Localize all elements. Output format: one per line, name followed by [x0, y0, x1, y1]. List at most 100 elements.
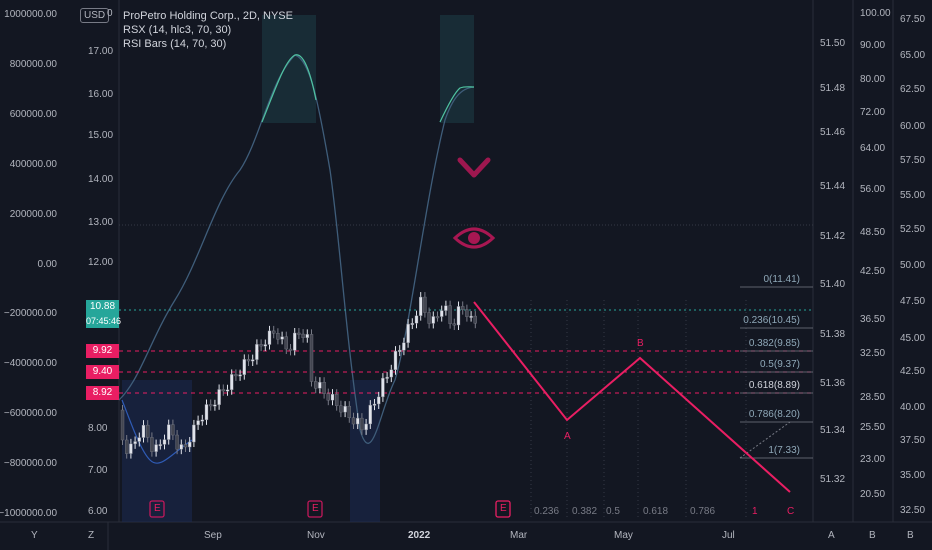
- fib-time-label: 1: [752, 506, 758, 517]
- candle-body: [150, 437, 154, 452]
- wave-projection-path[interactable]: [473, 301, 791, 493]
- axis-tick-label: 32.50: [860, 348, 886, 359]
- axis-corner-b2[interactable]: B: [907, 530, 914, 541]
- axis-tick-label: 6.00: [88, 506, 108, 517]
- candle-body: [309, 334, 314, 382]
- axis-tick-label: 67.50: [900, 14, 926, 25]
- candle-body: [406, 323, 410, 343]
- candle-body: [293, 332, 297, 351]
- candle-body: [398, 349, 402, 352]
- candle-body: [385, 376, 389, 379]
- earnings-marker[interactable]: [307, 500, 323, 518]
- axis-tick-label: 56.00: [860, 184, 886, 195]
- candle-body: [465, 309, 469, 317]
- indicator-rsx-label[interactable]: RSX (14, hlc3, 70, 30): [123, 24, 232, 36]
- candle-body: [217, 389, 221, 405]
- axis-tick-label: 13.00: [88, 217, 114, 228]
- candle-body: [343, 405, 347, 413]
- candlestick-series: [120, 292, 477, 459]
- candle-body: [158, 444, 163, 447]
- candle-body: [452, 323, 456, 326]
- candle-body: [435, 316, 440, 319]
- axis-tick-label: 51.32: [820, 474, 846, 485]
- candle-body: [183, 444, 188, 448]
- candle-body: [305, 334, 309, 338]
- candle-body: [288, 348, 293, 351]
- earnings-label: E: [154, 503, 161, 514]
- axis-tick-label: 90.00: [860, 40, 886, 51]
- candle-body: [124, 439, 129, 454]
- candle-body: [179, 444, 184, 450]
- time-label-jul: Jul: [722, 530, 735, 541]
- rsi-shade-box: [440, 15, 474, 123]
- candle-body: [368, 404, 372, 425]
- candle-body: [229, 374, 234, 390]
- axis-tick-label: 16.00: [88, 89, 114, 100]
- fib-time-label: 0.382: [572, 506, 598, 517]
- candle-body: [347, 405, 351, 418]
- fib-level-label: 0(11.41): [763, 274, 800, 285]
- candle-body: [276, 333, 280, 340]
- earnings-label: E: [500, 503, 507, 514]
- candle-body: [377, 396, 381, 405]
- axis-tick-label: 100.00: [860, 8, 891, 19]
- candle-body: [208, 404, 213, 407]
- axis-tick-label: 47.50: [900, 296, 926, 307]
- candle-body: [335, 393, 339, 406]
- axis-clipped-label: 0: [107, 8, 113, 19]
- candle-body: [431, 316, 435, 324]
- candle-body: [187, 441, 192, 448]
- candle-body: [242, 359, 247, 375]
- currency-badge[interactable]: USD: [80, 8, 110, 23]
- candle-body: [356, 417, 360, 425]
- symbol-title[interactable]: ProPetro Holding Corp., 2D, NYSE: [123, 10, 293, 22]
- indicator-rsi-bars-label[interactable]: RSI Bars (14, 70, 30): [123, 38, 227, 50]
- axis-tick-label: 32.50: [900, 505, 926, 516]
- candle-body: [360, 417, 364, 431]
- earnings-marker[interactable]: [149, 500, 165, 518]
- axis-tick-label: 800000.00: [9, 59, 57, 70]
- axis-tick-label: 42.50: [860, 266, 886, 277]
- rsi-shade-box: [350, 380, 380, 522]
- fib-time-label: 0.618: [643, 506, 669, 517]
- candle-body: [339, 405, 343, 413]
- candle-body: [175, 434, 179, 450]
- candle-body: [423, 296, 427, 313]
- rsx-oversold-segment: [121, 399, 193, 464]
- candle-body: [330, 393, 335, 401]
- fib-retracement-lines: [740, 286, 813, 459]
- earnings-marker[interactable]: [495, 500, 511, 518]
- axis-corner-y[interactable]: Y: [31, 530, 38, 541]
- fib-time-label: C: [787, 506, 795, 517]
- axis-tick-label: 51.46: [820, 127, 846, 138]
- axis-tick-label: −1000000.00: [0, 508, 57, 519]
- last-price-value: 10.88: [89, 301, 116, 312]
- axis-tick-label: 62.50: [900, 84, 926, 95]
- time-label-mar: Mar: [510, 530, 528, 541]
- fib-time-label: 0.5: [606, 506, 620, 517]
- candle-body: [389, 369, 393, 378]
- candle-body: [414, 315, 419, 324]
- axis-corner-b[interactable]: B: [869, 530, 876, 541]
- axis-corner-z[interactable]: Z: [88, 530, 95, 541]
- bar-countdown: 07:45:46: [86, 316, 122, 326]
- candle-body: [120, 409, 125, 441]
- candle-body: [221, 389, 226, 392]
- axis-tick-label: 51.38: [820, 329, 846, 340]
- candle-body: [133, 441, 137, 445]
- axis-tick-label: 51.42: [820, 231, 846, 242]
- axis-tick-label: 0.00: [37, 259, 57, 270]
- axis-corner-a[interactable]: A: [828, 530, 835, 541]
- axis-tick-label: 51.44: [820, 181, 846, 192]
- candle-body: [326, 393, 330, 401]
- candle-body: [267, 330, 272, 345]
- axis-tick-label: 51.34: [820, 425, 846, 436]
- candle-body: [427, 312, 431, 324]
- candle-body: [196, 420, 200, 426]
- candle-body: [410, 323, 414, 325]
- axis-tick-label: 28.50: [860, 392, 886, 403]
- wave-label-b: B: [637, 338, 644, 349]
- fib-time-lines: [530, 300, 747, 520]
- axis-tick-label: 400000.00: [9, 159, 57, 170]
